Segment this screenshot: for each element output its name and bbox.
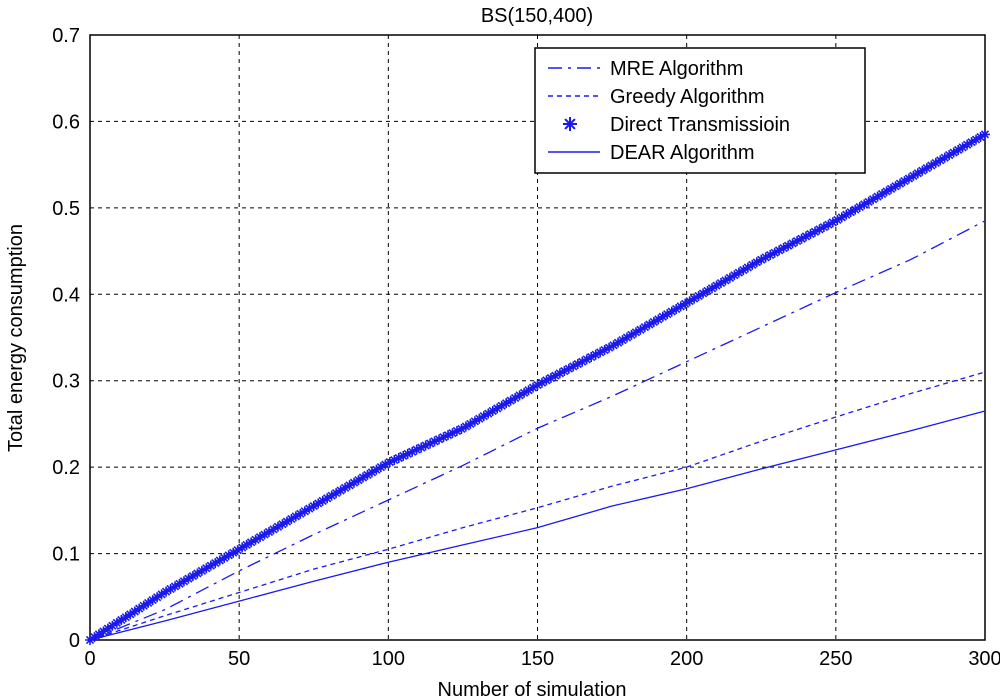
x-tick-label: 0 bbox=[84, 648, 95, 670]
y-tick-label: 0.7 bbox=[52, 25, 80, 47]
x-axis-label: Number of simulation bbox=[438, 679, 627, 698]
legend-label-mre: MRE Algorithm bbox=[610, 58, 743, 80]
series-line-greedy-algorithm bbox=[89, 371, 986, 641]
y-tick-label: 0.5 bbox=[52, 198, 80, 220]
x-tick-label: 250 bbox=[819, 648, 852, 670]
series-lines bbox=[85, 129, 990, 645]
x-tick-label: 100 bbox=[372, 648, 405, 670]
chart-title: BS(150,400) bbox=[481, 5, 593, 27]
series-line-mre-algorithm bbox=[89, 220, 986, 641]
x-tick-label: 300 bbox=[968, 648, 1000, 670]
legend: MRE Algorithm Greedy Algorithm Direct Tr… bbox=[534, 47, 866, 174]
x-tick-label: 150 bbox=[521, 648, 554, 670]
legend-label-direct: Direct Transmissioin bbox=[610, 114, 790, 136]
y-tick-label: 0.6 bbox=[52, 111, 80, 133]
legend-swatches bbox=[548, 67, 600, 153]
x-tick-label: 50 bbox=[228, 648, 250, 670]
legend-label-greedy: Greedy Algorithm bbox=[610, 86, 765, 108]
legend-label-dear: DEAR Algorithm bbox=[610, 142, 755, 164]
y-tick-label: 0.4 bbox=[52, 284, 80, 306]
series-line-dear-algorithm bbox=[89, 410, 986, 641]
y-tick-label: 0.1 bbox=[52, 544, 80, 566]
x-tick-label: 200 bbox=[670, 648, 703, 670]
legend-swatch-direct bbox=[563, 117, 577, 131]
y-tick-label: 0 bbox=[69, 630, 80, 652]
y-axis-label: Total energy consumption bbox=[5, 224, 27, 452]
axis-ticks: 0 50 100 150 200 250 300 0 0.1 0.2 0.3 0.4 0.5 0.6 0.7 bbox=[52, 25, 1000, 670]
y-tick-label: 0.2 bbox=[52, 457, 80, 479]
y-tick-label: 0.3 bbox=[52, 371, 80, 393]
